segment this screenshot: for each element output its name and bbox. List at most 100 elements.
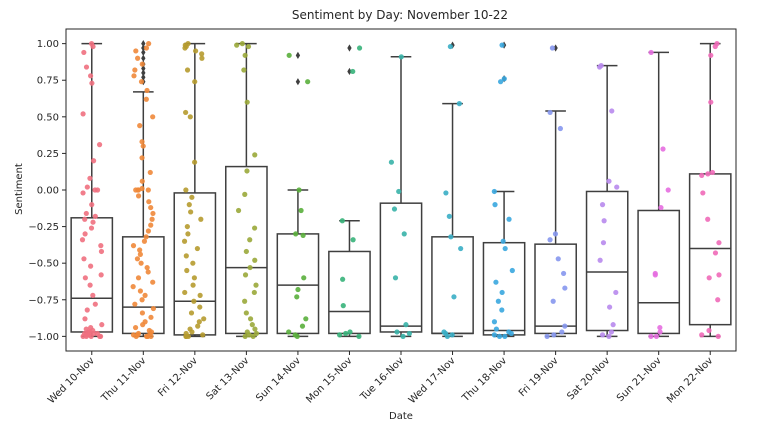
data-point	[242, 191, 248, 197]
data-point	[301, 275, 307, 281]
y-tick-label: −0.25	[28, 222, 59, 233]
data-point	[91, 330, 97, 337]
y-tick-label: 0.75	[37, 76, 59, 87]
data-point	[249, 322, 255, 328]
data-point	[347, 329, 353, 335]
data-point	[147, 330, 153, 337]
data-point	[555, 256, 561, 262]
data-point	[614, 184, 620, 190]
data-point	[135, 332, 141, 338]
data-point	[98, 248, 105, 255]
x-axis-label: Date	[389, 411, 413, 422]
data-point	[552, 231, 559, 237]
data-point	[350, 237, 356, 243]
data-point	[145, 269, 151, 275]
data-point	[491, 332, 497, 338]
data-point	[495, 298, 501, 304]
data-point	[451, 294, 457, 300]
data-point	[597, 257, 603, 263]
data-point	[392, 275, 399, 281]
data-point	[182, 289, 188, 296]
data-point	[183, 109, 189, 116]
data-point	[557, 125, 564, 132]
data-point	[243, 248, 249, 255]
data-point	[84, 184, 90, 190]
data-point	[251, 289, 257, 296]
data-point	[456, 101, 462, 107]
data-point	[133, 187, 139, 193]
data-point	[247, 264, 253, 271]
data-point	[81, 49, 87, 56]
x-tick-label: Sun 21-Nov	[615, 355, 664, 404]
data-point	[87, 282, 93, 288]
x-tick-label: Fri 12-Nov	[156, 355, 200, 399]
data-point	[336, 332, 343, 338]
x-tick-label: Sat 20-Nov	[565, 355, 612, 402]
data-point	[89, 202, 95, 208]
data-point	[144, 87, 150, 94]
data-point	[184, 67, 191, 73]
data-point	[608, 329, 615, 335]
data-point	[648, 49, 654, 56]
data-point	[148, 314, 154, 320]
data-point	[294, 333, 300, 339]
data-point	[91, 158, 97, 164]
data-point	[200, 332, 206, 338]
data-point	[186, 202, 192, 208]
data-point	[130, 243, 137, 249]
data-point	[140, 143, 146, 149]
data-point	[90, 292, 96, 298]
data-point	[339, 218, 345, 224]
outlier-marker	[141, 40, 146, 48]
data-point	[135, 55, 141, 61]
data-point	[150, 305, 157, 312]
y-axis-label: Sentiment	[14, 163, 25, 215]
x-tick-label: Wed 17-Nov	[407, 355, 458, 406]
data-point	[491, 188, 497, 195]
data-point	[189, 194, 195, 200]
box	[379, 202, 423, 333]
data-point	[547, 109, 553, 116]
data-point	[493, 279, 499, 285]
data-point	[298, 207, 304, 214]
data-point	[286, 52, 292, 58]
x-tick-label: Thu 11-Nov	[99, 355, 148, 404]
data-point	[252, 326, 258, 332]
data-point	[138, 79, 145, 85]
x-tick-label: Wed 10-Nov	[46, 355, 97, 406]
data-point	[190, 260, 196, 266]
data-point	[509, 267, 515, 274]
data-point	[184, 223, 190, 230]
data-point	[242, 298, 248, 304]
data-point	[132, 67, 138, 73]
data-point	[135, 275, 142, 281]
data-point	[396, 188, 402, 195]
data-point	[130, 284, 136, 290]
data-point	[506, 216, 512, 222]
data-point	[192, 79, 198, 85]
plot-area: 1.00 0.75 0.50 0.25 0.00 −0.25 −0.50 −0.75 −1.00…	[28, 28, 737, 406]
data-point	[600, 240, 607, 246]
data-point	[716, 240, 722, 246]
y-tick-label: 1.00	[37, 39, 59, 50]
data-point	[388, 159, 395, 165]
data-point	[138, 260, 144, 266]
data-point	[88, 263, 94, 269]
data-point	[143, 96, 149, 102]
data-point	[508, 330, 514, 337]
data-point	[150, 279, 156, 285]
data-point	[706, 327, 712, 334]
data-point	[96, 142, 103, 148]
data-point	[549, 45, 556, 51]
data-point	[97, 333, 103, 339]
outlier-marker	[347, 67, 352, 76]
data-point	[83, 332, 89, 338]
data-point	[142, 292, 148, 298]
data-point	[131, 73, 137, 79]
data-point	[599, 332, 606, 338]
data-point	[139, 61, 145, 67]
outlier-marker	[141, 69, 146, 77]
data-point	[700, 190, 706, 196]
data-point	[198, 216, 204, 222]
data-point	[149, 216, 155, 222]
